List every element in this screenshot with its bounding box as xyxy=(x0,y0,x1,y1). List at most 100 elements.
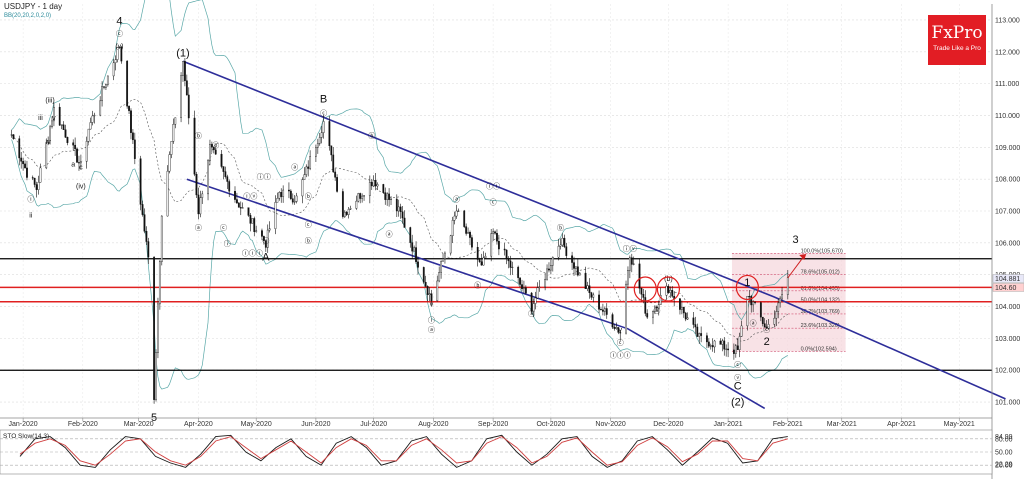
candle-body xyxy=(575,266,577,269)
candle-body xyxy=(384,192,387,200)
candle-body xyxy=(139,158,142,205)
candle-body xyxy=(237,202,240,208)
x-tick-label: Mar-2020 xyxy=(124,421,154,428)
candle-body xyxy=(640,288,643,295)
candle-body xyxy=(786,277,789,295)
y-tick-label: 112.000 xyxy=(995,49,1020,56)
candle-body xyxy=(519,277,521,285)
wave-label: ⓘ xyxy=(224,240,231,248)
candle-body xyxy=(234,191,236,200)
wave-label: 1 xyxy=(744,277,750,289)
candle-body xyxy=(372,180,375,187)
candle-body xyxy=(507,258,510,262)
wave-label: ⓘⓘ xyxy=(257,173,271,181)
candle-body xyxy=(399,206,402,212)
candle-body xyxy=(490,233,493,257)
candle-body xyxy=(573,262,575,269)
candle-body xyxy=(153,256,155,400)
candle-body xyxy=(505,249,508,259)
candle-body xyxy=(120,46,123,62)
x-tick-label: Feb-2021 xyxy=(773,421,803,428)
candle-body xyxy=(301,179,304,197)
candlesticks xyxy=(10,45,789,404)
candle-body xyxy=(24,163,26,169)
bollinger-label: BB(20,20,2,0,2,0) xyxy=(4,13,51,19)
y-tick-label: 110.000 xyxy=(995,113,1020,120)
price-tag xyxy=(992,274,1024,283)
candle-body xyxy=(659,295,662,305)
wave-label: ⓒ xyxy=(763,326,770,334)
candle-body xyxy=(35,184,38,190)
candle-body xyxy=(549,265,552,271)
candle-body xyxy=(155,352,157,400)
stochastic-level-label: 50.00 xyxy=(995,450,1013,457)
candle-body xyxy=(422,267,425,283)
candle-body xyxy=(334,171,337,178)
candle-body xyxy=(592,294,595,298)
x-tick-label: Aug-2020 xyxy=(418,421,448,428)
candle-body xyxy=(226,176,229,182)
chart-title: USDJPY - 1 day xyxy=(4,2,62,11)
candle-body xyxy=(600,309,602,311)
fib-level-label: 61.8%(104.495) xyxy=(801,286,840,292)
fib-level-label: 0.0%(102.594) xyxy=(801,346,837,352)
wave-label: ⓒ xyxy=(320,109,327,117)
candle-body xyxy=(174,117,177,125)
candle-body xyxy=(700,333,703,336)
wave-label: a xyxy=(71,161,75,168)
y-tick-label: 109.000 xyxy=(995,145,1020,152)
candle-body xyxy=(719,340,722,345)
candle-body xyxy=(669,290,672,293)
candle-body xyxy=(765,326,768,329)
wave-label: ⓑ xyxy=(305,192,312,200)
price-grid xyxy=(0,4,992,418)
wave-label: v xyxy=(52,115,56,122)
candle-body xyxy=(349,208,352,210)
candle-body xyxy=(561,237,564,246)
candle-body xyxy=(684,312,687,320)
candle-body xyxy=(534,297,537,304)
candle-body xyxy=(467,232,469,234)
candle-body xyxy=(236,199,238,204)
candle-body xyxy=(355,200,358,209)
candle-body xyxy=(128,105,130,111)
candle-body xyxy=(26,167,28,178)
candle-body xyxy=(492,231,495,234)
y-tick-label: 103.000 xyxy=(995,336,1020,343)
wave-label: 4 xyxy=(116,16,122,28)
candle-body xyxy=(363,195,365,197)
y-tick-label: 111.000 xyxy=(995,81,1019,88)
brand-name: FxPro xyxy=(931,23,982,43)
candle-body xyxy=(357,193,360,202)
candle-body xyxy=(33,177,36,185)
price-tag-label: 104.881 xyxy=(995,276,1020,283)
wave-label: C xyxy=(734,380,742,392)
candle-body xyxy=(53,106,55,122)
x-tick-label: Jan-2021 xyxy=(714,421,743,428)
x-tick-label: Apr-2020 xyxy=(184,421,213,428)
candle-body xyxy=(415,247,417,263)
y-tick-label: 101.000 xyxy=(995,400,1020,407)
candle-body xyxy=(390,198,392,200)
candle-body xyxy=(694,324,697,328)
candle-body xyxy=(264,240,267,248)
candle-body xyxy=(426,286,429,295)
candle-body xyxy=(22,161,25,165)
candle-body xyxy=(76,148,78,163)
wave-label: (iv) xyxy=(76,184,86,191)
wave-label: ⓘⓘ xyxy=(486,183,500,191)
wave-label: v xyxy=(430,302,434,309)
candle-body xyxy=(440,261,443,273)
y-tick-label: 102.000 xyxy=(995,368,1020,375)
candle-body xyxy=(430,293,433,302)
y-tick-label: 106.000 xyxy=(995,240,1020,247)
candle-body xyxy=(471,237,473,248)
candle-body xyxy=(224,171,227,177)
candle-body xyxy=(725,348,728,350)
wave-label: ⓑ xyxy=(195,132,202,140)
candle-body xyxy=(482,257,485,266)
candle-body xyxy=(613,326,616,329)
candle-body xyxy=(266,229,269,248)
wave-label: ⓑ xyxy=(305,237,312,245)
candle-body xyxy=(576,266,579,276)
